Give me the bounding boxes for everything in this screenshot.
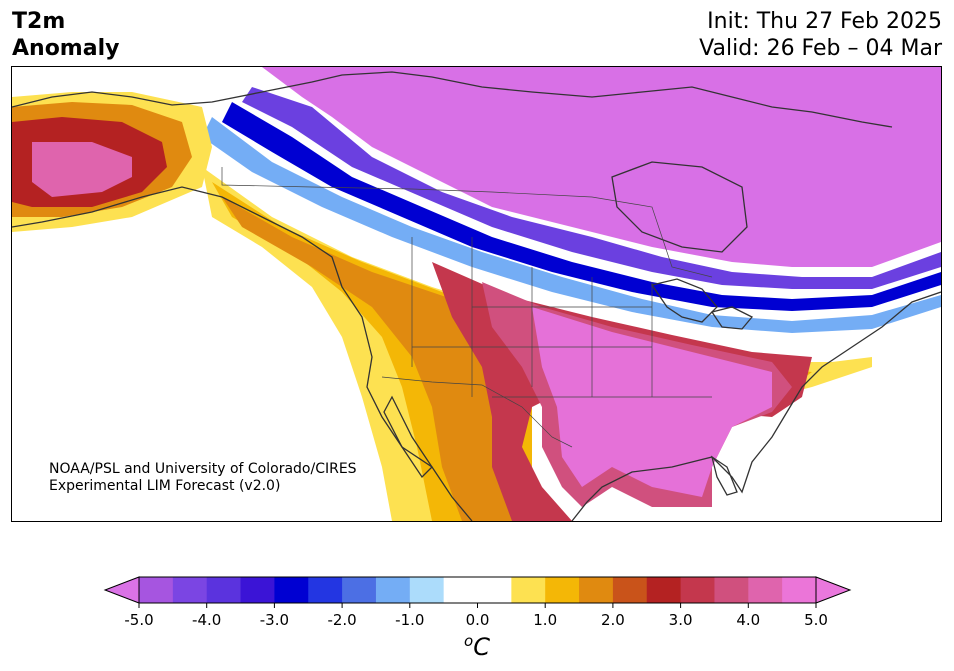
colorbar-bin — [274, 577, 309, 603]
colorbar-bin — [680, 577, 715, 603]
init-date: Init: Thu 27 Feb 2025 — [707, 9, 942, 34]
colorbar-tick-label: 5.0 — [804, 611, 828, 629]
colorbar-bin — [545, 577, 580, 603]
credit-line1: NOAA/PSL and University of Colorado/CIRE… — [49, 461, 357, 477]
credit-line2: Experimental LIM Forecast (v2.0) — [49, 478, 281, 494]
unit-degree-sup: o — [464, 632, 474, 650]
political-borders — [221, 167, 713, 448]
band-cold-purple — [262, 67, 941, 267]
colorbar-bin — [240, 577, 275, 603]
band-alaska-pink — [32, 142, 132, 197]
colorbar-bin — [511, 577, 546, 603]
us-mexico-border — [381, 376, 573, 448]
colorbar-tick-label: 4.0 — [736, 611, 760, 629]
colorbar-over-arrow — [815, 576, 852, 604]
colorbar-bin — [579, 577, 614, 603]
colorbar-bin — [206, 577, 242, 603]
colorbar-bin — [409, 577, 445, 603]
band-cold-violet — [242, 87, 941, 289]
colorbar-tick-label: 1.0 — [533, 611, 557, 629]
gulf-of-california — [383, 395, 433, 479]
florida — [710, 455, 738, 496]
colorbar-bin — [342, 577, 377, 603]
band-cold-blue — [222, 102, 941, 311]
colorbar-tick-label: -1.0 — [395, 611, 424, 629]
coast-north-america — [12, 71, 941, 521]
coastlines — [12, 71, 941, 521]
colorbar-bin — [139, 577, 174, 603]
colorbar: -5.0 -4.0 -3.0 -2.0 -1.0 0.0 1.0 2.0 3.0 4.0 5.0 — [0, 570, 954, 636]
colorbar-bin — [308, 577, 343, 603]
unit-letter: C — [473, 633, 490, 661]
band-cold-lightblue — [202, 117, 941, 333]
valid-range: Valid: 26 Feb – 04 Mar — [699, 36, 942, 61]
forecast-dates: Init: Thu 27 Feb 2025 Valid: 26 Feb – 04… — [699, 8, 942, 62]
colorbar-tick-label: -4.0 — [192, 611, 221, 629]
variable-subtitle: Anomaly — [12, 36, 120, 61]
colorbar-bin — [714, 577, 749, 603]
colorbar-bin — [612, 577, 648, 603]
colorbar-tick-label: 2.0 — [601, 611, 625, 629]
great-lakes — [650, 278, 754, 330]
colorbar-tick-label: 3.0 — [669, 611, 693, 629]
colorbar-bin — [646, 577, 682, 603]
colorbar-tick-label: 0.0 — [466, 611, 490, 629]
colorbar-tick-label: -2.0 — [327, 611, 356, 629]
colorbar-bin — [375, 577, 411, 603]
colorbar-bin — [748, 577, 783, 603]
colorbar-bin — [782, 577, 817, 603]
anomaly-map — [11, 66, 942, 522]
map-title: T2m Anomaly — [12, 8, 119, 62]
map-svg — [12, 67, 941, 521]
colorbar-unit: oC — [0, 632, 954, 661]
variable-name: T2m — [12, 9, 66, 34]
anomaly-fill — [12, 67, 941, 521]
colorbar-svg: -5.0 -4.0 -3.0 -2.0 -1.0 0.0 1.0 2.0 3.0 4.0 5.0 — [103, 576, 852, 629]
credit-text: NOAA/PSL and University of Colorado/CIRE… — [49, 461, 357, 495]
colorbar-under-arrow — [103, 576, 140, 604]
colorbar-tick-label: -5.0 — [124, 611, 153, 629]
colorbar-bin — [443, 577, 478, 603]
colorbar-tick-label: -3.0 — [260, 611, 289, 629]
colorbar-bin — [172, 577, 208, 603]
hudson-bay — [611, 161, 748, 253]
colorbar-bin — [477, 577, 512, 603]
us-canada-border — [221, 167, 713, 278]
state-lines — [411, 237, 712, 398]
